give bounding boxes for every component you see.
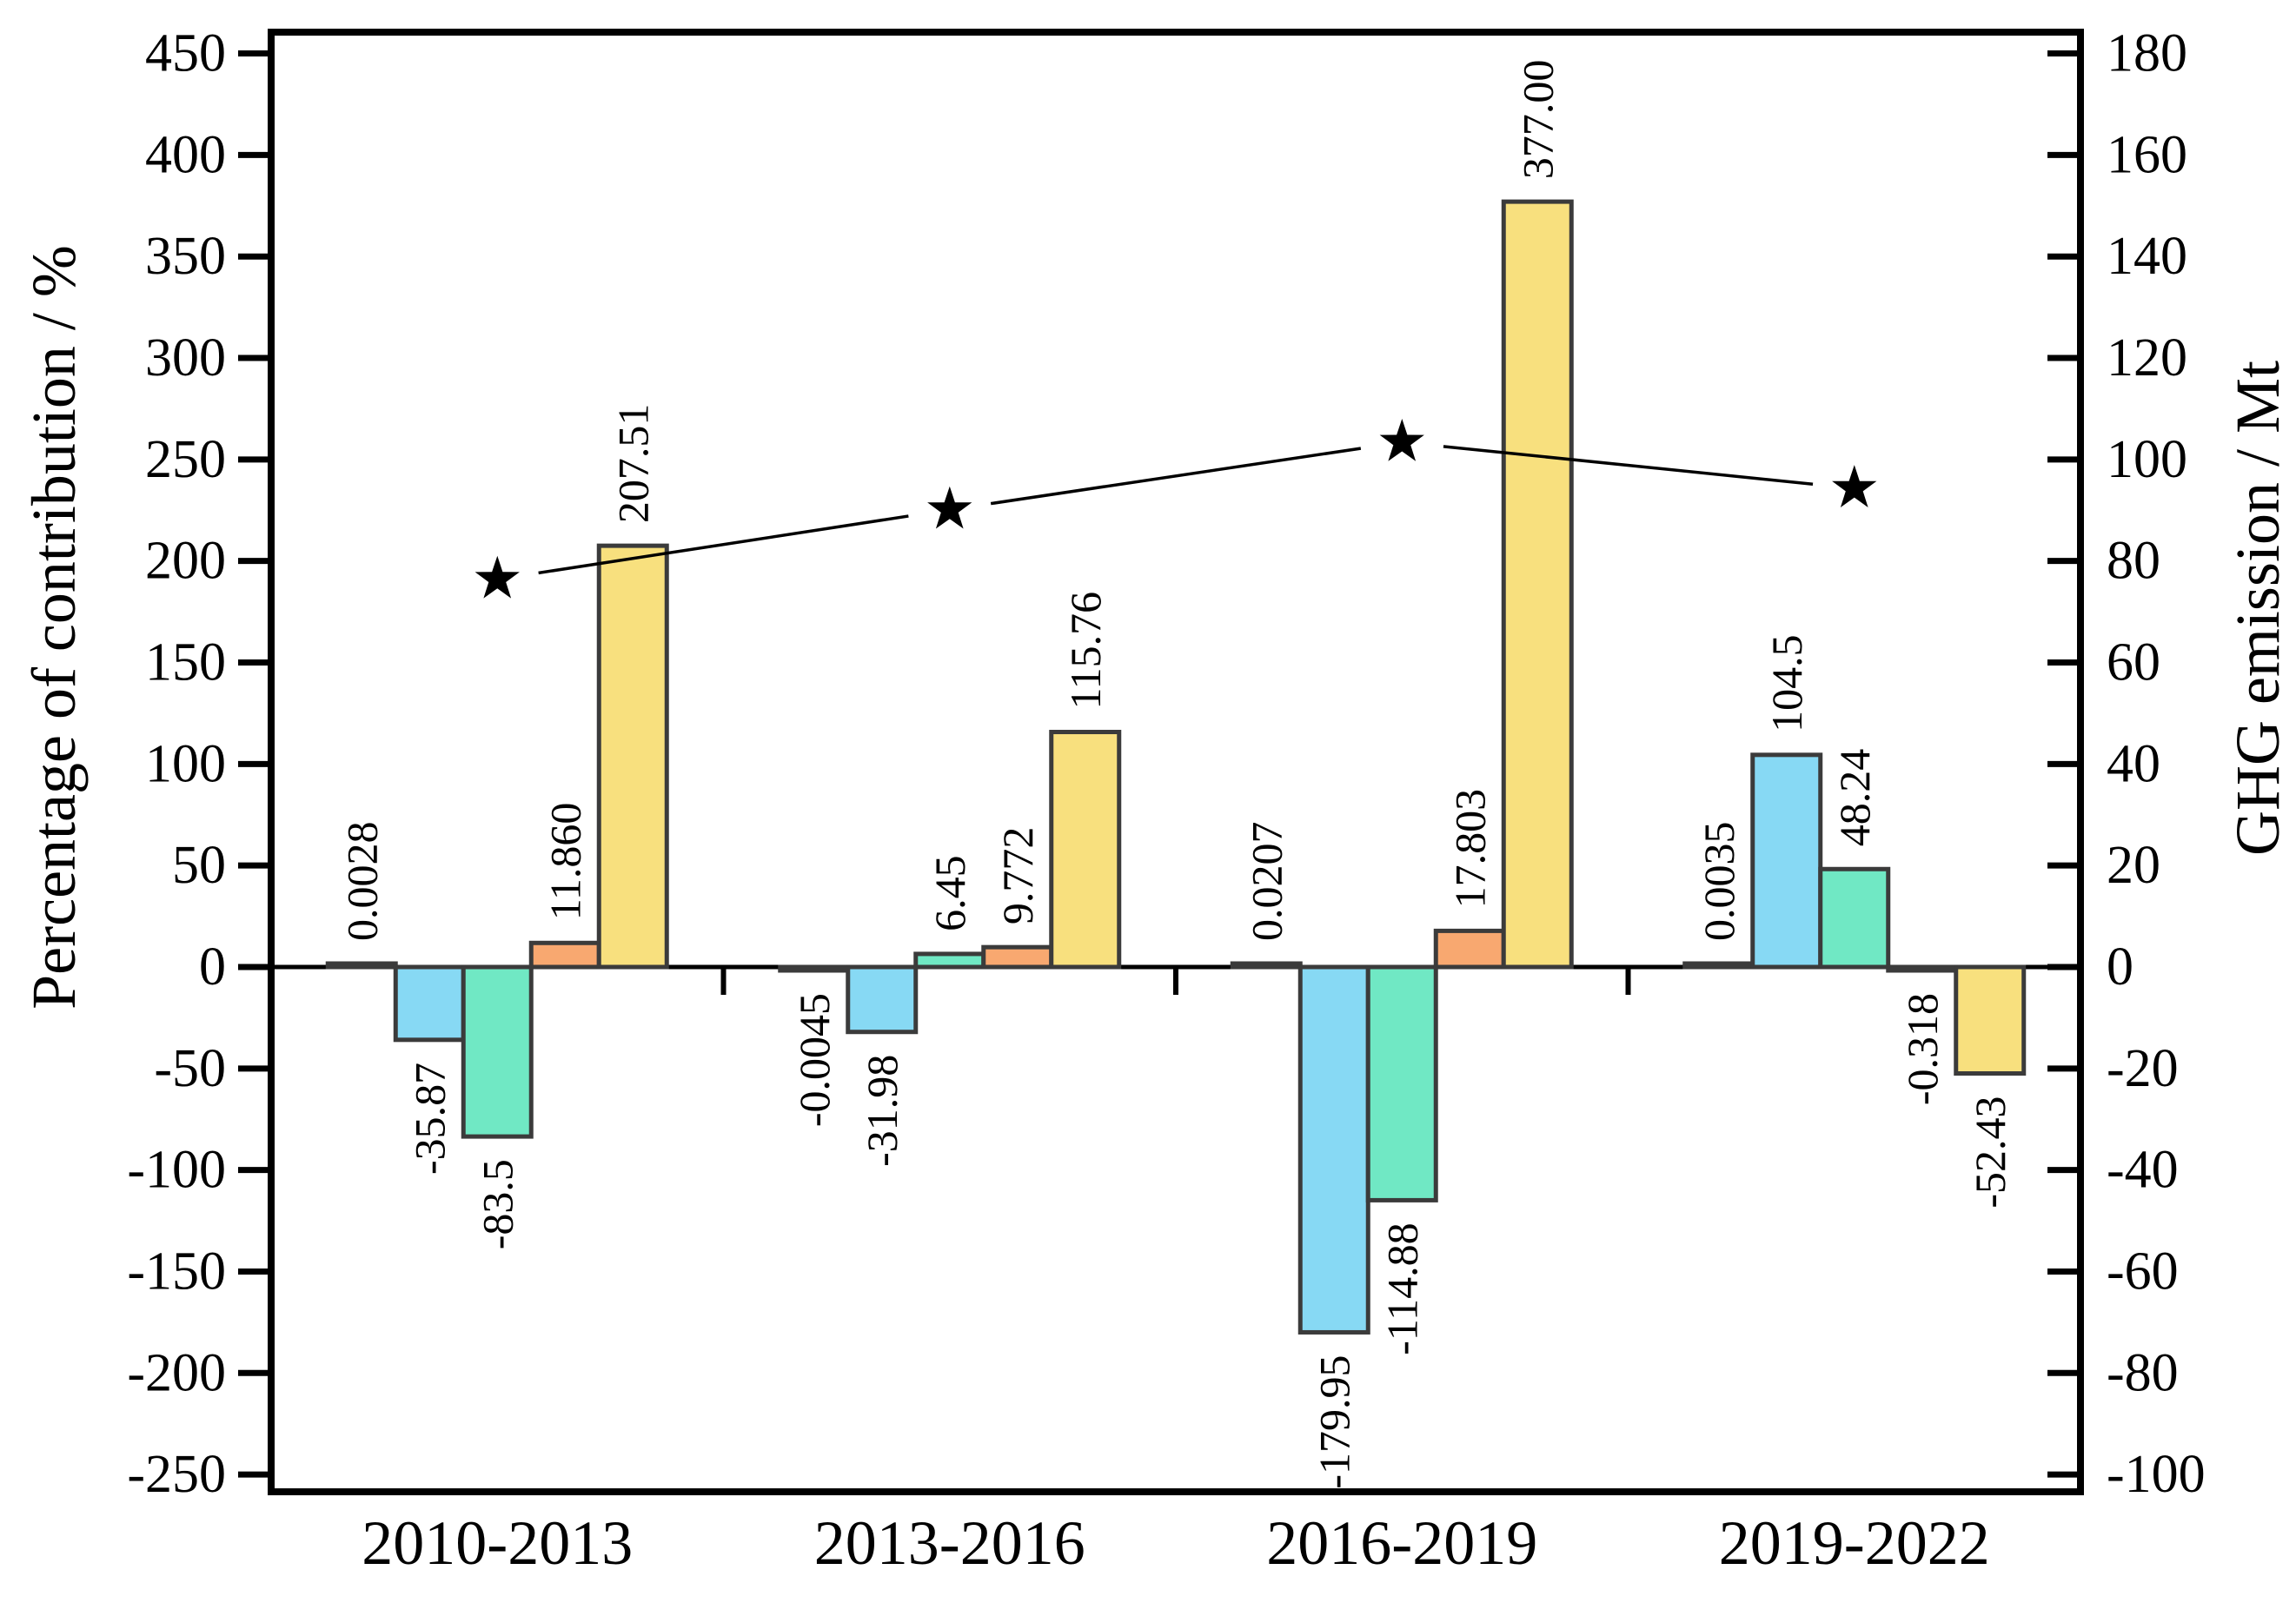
bar — [1049, 730, 1122, 970]
bar-value-label: 0.0028 — [337, 821, 386, 941]
bar-value-label: -83.5 — [473, 1159, 521, 1249]
left-tick-label: -250 — [127, 1445, 226, 1504]
category-label: 2019-2022 — [1719, 1508, 1990, 1578]
right-axis-title: GHG emission / Mt — [2223, 361, 2293, 856]
bar-value-label: 377.00 — [1513, 60, 1562, 180]
bar — [913, 951, 986, 970]
right-tick-label: 60 — [2107, 633, 2160, 692]
bar-value-label: 0.0207 — [1242, 821, 1291, 941]
right-tick-label: 80 — [2107, 532, 2160, 591]
right-tick-label: -100 — [2107, 1445, 2206, 1504]
bar — [1682, 961, 1755, 970]
right-tick-label: 40 — [2107, 734, 2160, 793]
left-tick-label: -100 — [127, 1141, 226, 1200]
star-marker — [474, 555, 520, 599]
bar-value-label: -179.95 — [1310, 1355, 1358, 1488]
right-tick-label: 140 — [2107, 227, 2187, 286]
bar — [778, 964, 851, 973]
bar — [461, 964, 534, 1139]
bar — [1501, 199, 1574, 970]
bar — [596, 543, 669, 970]
left-tick-label: 450 — [145, 24, 226, 83]
bar — [846, 964, 919, 1035]
bar — [325, 961, 398, 970]
left-tick-label: 100 — [145, 734, 226, 793]
bar-value-label: 48.24 — [1830, 749, 1879, 847]
left-tick-label: 200 — [145, 532, 226, 591]
star-marker — [927, 486, 972, 529]
right-tick-label: 160 — [2107, 125, 2187, 184]
left-tick-label: -150 — [127, 1242, 226, 1301]
star-marker — [1379, 419, 1424, 461]
right-tick-label: -40 — [2107, 1141, 2179, 1200]
bar — [1818, 866, 1891, 970]
bar-value-label: 17.803 — [1445, 789, 1494, 909]
bar-value-label: -35.87 — [405, 1063, 454, 1175]
category-label: 2013-2016 — [814, 1508, 1085, 1578]
left-tick-label: 400 — [145, 125, 226, 184]
bar-value-label: -0.0045 — [790, 993, 839, 1127]
left-tick-label: 300 — [145, 328, 226, 388]
bar-value-label: 6.45 — [926, 855, 974, 931]
right-tick-label: 20 — [2107, 836, 2160, 895]
bar — [1297, 964, 1370, 1335]
left-tick-label: 350 — [145, 227, 226, 286]
bar — [393, 964, 466, 1043]
left-tick-label: 50 — [172, 836, 226, 895]
right-tick-label: 180 — [2107, 24, 2187, 83]
bar-value-label: 9.772 — [993, 827, 1042, 925]
right-tick-label: -60 — [2107, 1242, 2179, 1301]
bar — [1230, 961, 1303, 970]
right-tick-label: 0 — [2107, 937, 2133, 997]
bar — [1886, 964, 1959, 973]
bar-value-label: 104.5 — [1762, 634, 1811, 732]
bar — [981, 944, 1054, 970]
ghg-line — [496, 440, 1855, 581]
star-marker — [1832, 465, 1877, 507]
category-label: 2016-2019 — [1266, 1508, 1537, 1578]
left-tick-label: 0 — [199, 937, 226, 997]
right-tick-label: -80 — [2107, 1343, 2179, 1402]
bar-value-label: -0.318 — [1898, 993, 1947, 1105]
left-tick-label: 250 — [145, 430, 226, 489]
bar — [528, 940, 601, 970]
bar — [1750, 752, 1823, 970]
bar — [1954, 964, 2027, 1076]
bar-value-label: -52.43 — [1966, 1096, 2014, 1209]
left-tick-label: 150 — [145, 633, 226, 692]
right-tick-label: 100 — [2107, 430, 2187, 489]
bar-value-label: -31.98 — [858, 1055, 906, 1167]
bar-value-label: -114.88 — [1377, 1222, 1426, 1355]
left-tick-label: -50 — [154, 1039, 226, 1098]
category-label: 2010-2013 — [362, 1508, 633, 1578]
plot-layer: -250-200-150-100-50050100150200250300350… — [127, 24, 2205, 1578]
left-axis-title: Percentage of contribution / % — [19, 245, 89, 1010]
bar-value-label: 0.0035 — [1695, 821, 1743, 941]
right-tick-label: -20 — [2107, 1039, 2179, 1098]
bar-value-label: 115.76 — [1061, 592, 1110, 710]
right-tick-label: 120 — [2107, 328, 2187, 388]
bar — [1433, 928, 1506, 970]
left-tick-label: -200 — [127, 1343, 226, 1402]
bar-value-label: 11.860 — [541, 803, 589, 921]
bar-value-label: 207.51 — [608, 404, 657, 524]
bar — [1365, 964, 1438, 1202]
